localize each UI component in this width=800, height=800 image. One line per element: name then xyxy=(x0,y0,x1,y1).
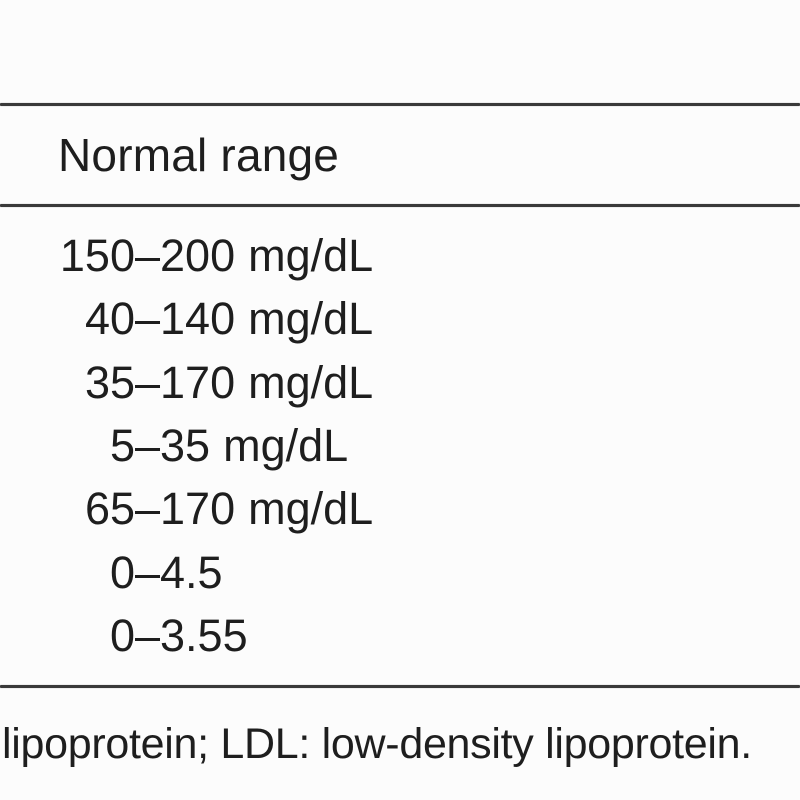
range-high-value: 170 xyxy=(160,356,236,408)
table-row: 0 – 4.5 xyxy=(0,541,800,604)
table-row: 0 – 3.55 xyxy=(0,604,800,667)
range-high-value: 4.5 xyxy=(160,546,223,598)
range-high-value: 3.55 xyxy=(160,610,248,662)
range-high-value: 200 xyxy=(160,229,236,281)
table-row: 150 – 200 mg/dL xyxy=(0,224,800,287)
range-high-value: 35 xyxy=(160,419,211,471)
range-unit: mg/dL xyxy=(223,419,349,471)
range-dash: – xyxy=(135,229,161,281)
table-bottom-rule xyxy=(0,685,800,688)
table-header-rule xyxy=(0,204,800,207)
range-dash: – xyxy=(135,356,161,408)
table-row: 65 – 170 mg/dL xyxy=(0,478,800,541)
table-body: 150 – 200 mg/dL 40 – 140 mg/dL 35 – 170 … xyxy=(0,207,800,685)
range-dash: – xyxy=(135,546,161,598)
range-unit: mg/dL xyxy=(248,356,374,408)
range-unit: mg/dL xyxy=(248,483,374,535)
table-footnote: lipoprotein; LDL: low-density lipoprotei… xyxy=(2,719,752,768)
range-low-value: 5 xyxy=(109,419,135,471)
table-header-row: Normal range xyxy=(0,106,800,204)
range-unit: mg/dL xyxy=(248,293,374,345)
range-low-value: 0 xyxy=(109,610,135,662)
range-dash: – xyxy=(135,483,161,535)
range-unit: mg/dL xyxy=(248,229,374,281)
table-row: 5 – 35 mg/dL xyxy=(0,414,800,477)
column-header-normal-range: Normal range xyxy=(58,129,340,181)
table-top-rule xyxy=(0,103,800,106)
range-high-value: 140 xyxy=(160,293,236,345)
table-row: 40 – 140 mg/dL xyxy=(0,288,800,351)
range-dash: – xyxy=(135,610,161,662)
range-dash: – xyxy=(135,293,161,345)
range-low-value: 150 xyxy=(59,229,135,281)
range-low-value: 0 xyxy=(109,546,135,598)
table-row: 35 – 170 mg/dL xyxy=(0,351,800,414)
range-dash: – xyxy=(135,419,161,471)
range-low-value: 65 xyxy=(84,483,135,535)
table-footnote-row: lipoprotein; LDL: low-density lipoprotei… xyxy=(0,688,800,800)
range-high-value: 170 xyxy=(160,483,236,535)
range-low-value: 40 xyxy=(84,293,135,345)
range-low-value: 35 xyxy=(84,356,135,408)
